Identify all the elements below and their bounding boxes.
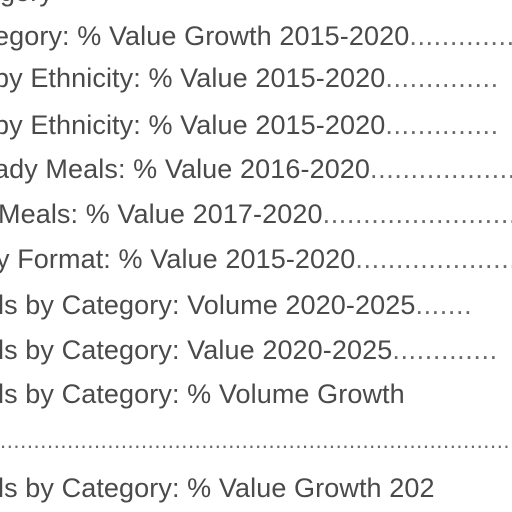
toc-entry-leader-row: ........................................…: [0, 428, 512, 453]
toc-entry-title: ady Meals: % Value 2016-2020: [0, 154, 371, 184]
toc-entry: Meals: % Value 2017-2020................…: [0, 198, 512, 230]
toc-entry: ls by Category: Volume 2020-2025.......: [0, 289, 472, 321]
toc-entry-leader: ..............: [385, 110, 499, 140]
toc-entry-title: ls by Category: Volume 2020-2025: [0, 290, 416, 320]
toc-entry-leader: ................................: [322, 199, 512, 229]
toc-top-fragment: gory: [0, 0, 53, 8]
toc-entry-title: ls by Category: Value 2020-2025: [0, 335, 393, 365]
toc-entry: ls by Category: % Volume Growth: [0, 378, 405, 410]
toc-entry-leader: ..........................: [355, 244, 512, 274]
toc-entry-leader: ......................: [409, 21, 512, 51]
toc-entry-leader: .............: [392, 335, 498, 365]
toc-entry: by Ethnicity: % Value 2015-2020.........…: [0, 62, 499, 94]
toc-entry: ady Meals: % Value 2016-2020............…: [0, 153, 512, 185]
toc-entry-leader: .......: [415, 290, 473, 320]
toc-entry-title: egory: % Value Growth 2015-2020: [0, 21, 410, 51]
toc-entry-title: by Ethnicity: % Value 2015-2020: [0, 63, 386, 93]
toc-entry-title: by Ethnicity: % Value 2015-2020: [0, 110, 386, 140]
toc-entry: by Ethnicity: % Value 2015-2020.........…: [0, 109, 499, 141]
toc-entry-leader: ..............: [385, 63, 499, 93]
toc-entry: egory: % Value Growth 2015-2020.........…: [0, 20, 512, 52]
toc-entry-title: y Format: % Value 2015-2020: [0, 244, 356, 274]
toc-entry-leader: .......................: [370, 154, 512, 184]
toc-entry-title: ls by Category: % Value Growth 202: [0, 473, 435, 503]
toc-entry: ls by Category: % Value Growth 202: [0, 472, 435, 504]
toc-entry: ls by Category: Value 2020-2025.........…: [0, 334, 498, 366]
toc-entry-title: ls by Category: % Volume Growth: [0, 379, 405, 409]
toc-entry: y Format: % Value 2015-2020.............…: [0, 243, 512, 275]
toc-entry-title: Meals: % Value 2017-2020: [0, 199, 323, 229]
